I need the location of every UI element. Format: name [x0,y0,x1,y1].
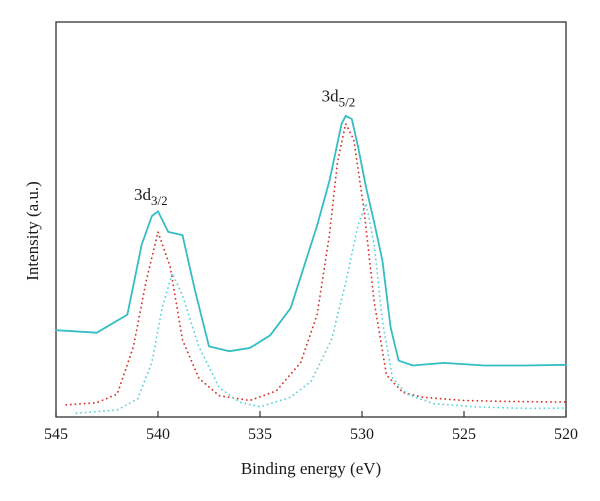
peak-label-3-2: 3d3/2 [134,185,168,208]
fit-component-line-2 [75,202,567,415]
x-tick-label: 540 [146,426,170,443]
peak-label-5-2: 3d5/2 [322,87,356,110]
x-axis: 545 540 535 530 525 520 [44,411,578,443]
series-layer [55,114,567,415]
y-axis-title: Intensity (a.u.) [23,181,42,281]
plot-frame [55,21,567,418]
x-tick-label: 530 [350,426,374,443]
x-tick-label: 525 [452,426,476,443]
x-tick-label: 545 [44,426,68,443]
x-tick-label: 520 [554,426,578,443]
x-tick-label: 535 [248,426,272,443]
fit-component-line-1 [65,122,567,406]
measured-spectrum-line [55,114,567,367]
peak-annotations: 3d3/2 3d5/2 [134,87,355,209]
x-axis-title: Binding energy (eV) [241,459,381,478]
